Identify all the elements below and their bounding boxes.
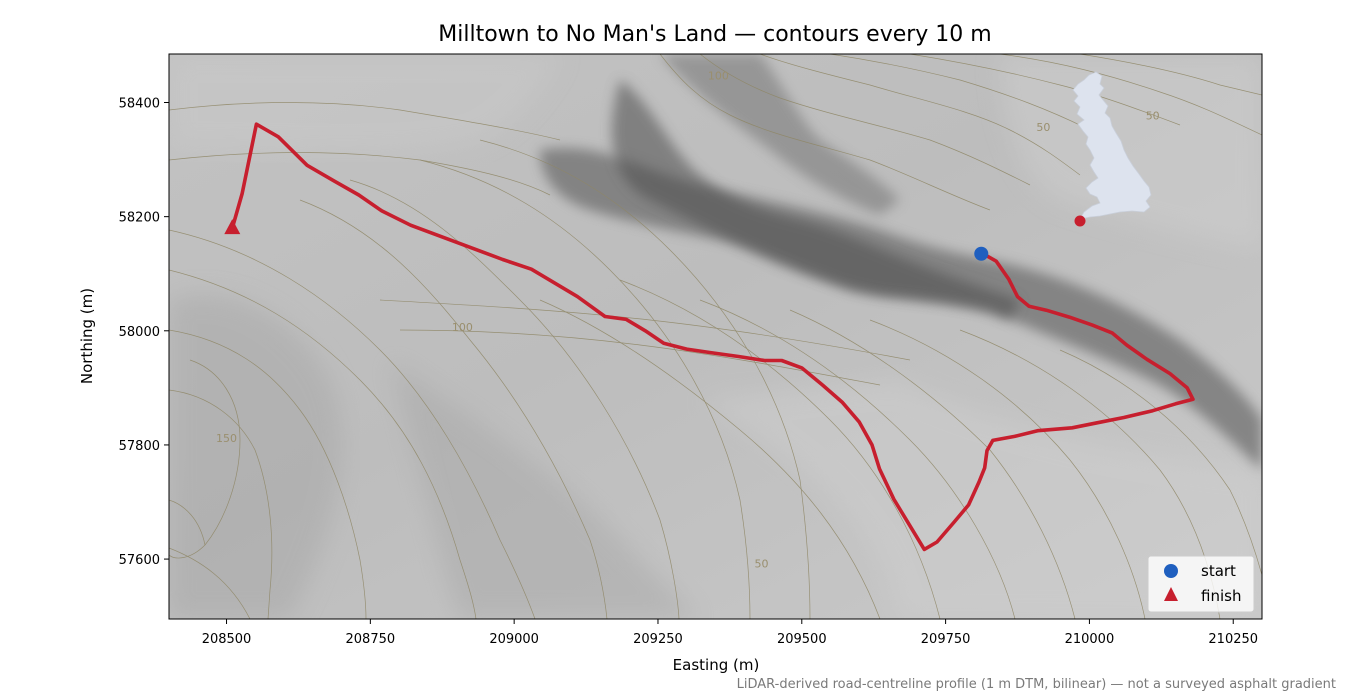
y-tick-label: 58200 bbox=[119, 211, 160, 226]
contour-label: 50 bbox=[1146, 110, 1160, 123]
y-tick-label: 57800 bbox=[119, 439, 160, 454]
x-tick-label: 209250 bbox=[633, 632, 683, 647]
y-axis-ticks: 57600 57800 58000 58200 58400 bbox=[119, 97, 169, 568]
route-markers bbox=[224, 219, 989, 261]
contour-label: 150 bbox=[216, 432, 237, 445]
terrain-shadow-west bbox=[169, 294, 343, 619]
terrain-gorge-core bbox=[611, 80, 1020, 320]
route-line bbox=[230, 122, 1195, 552]
inset-location-marker bbox=[1074, 215, 1086, 227]
x-axis-ticks: 208500 208750 209000 209250 209500 209750 2100… bbox=[202, 619, 1258, 647]
contour-label: 100 bbox=[452, 321, 473, 334]
contour-label: 50 bbox=[755, 558, 769, 571]
terrain-shadow-south bbox=[390, 360, 700, 619]
x-tick-label: 209000 bbox=[489, 632, 539, 647]
start-marker bbox=[974, 246, 989, 261]
y-tick-label: 58000 bbox=[119, 325, 160, 340]
finish-marker bbox=[224, 219, 241, 235]
terrain-light-south bbox=[700, 380, 1262, 619]
axes-frame bbox=[168, 53, 1263, 620]
plot-area: 100 50 50 100 150 50 start finish bbox=[169, 54, 1262, 619]
chart-title: Milltown to No Man's Land — contours eve… bbox=[438, 22, 991, 47]
legend-start-marker bbox=[1164, 564, 1178, 578]
x-tick-label: 208750 bbox=[346, 632, 396, 647]
x-tick-label: 209750 bbox=[921, 632, 971, 647]
legend: start finish bbox=[1147, 555, 1255, 613]
x-tick-label: 210000 bbox=[1065, 632, 1115, 647]
y-tick-label: 58400 bbox=[119, 97, 160, 112]
terrain-northeast-light bbox=[1000, 54, 1262, 250]
footnote: LiDAR-derived road-centreline profile (1… bbox=[737, 677, 1336, 692]
x-tick-label: 210250 bbox=[1208, 632, 1258, 647]
contour-label: 50 bbox=[1036, 121, 1050, 134]
great-britain-shape bbox=[1072, 71, 1152, 220]
y-tick-label: 57600 bbox=[119, 553, 160, 568]
x-tick-label: 208500 bbox=[202, 632, 252, 647]
hillshade-relief bbox=[169, 54, 1262, 619]
contour-label: 100 bbox=[708, 70, 729, 83]
inset-locator-map bbox=[1072, 71, 1152, 227]
contour-lines bbox=[169, 54, 1262, 619]
y-axis-label: Northing (m) bbox=[78, 288, 96, 384]
x-axis-label: Easting (m) bbox=[673, 656, 760, 674]
x-tick-label: 209500 bbox=[777, 632, 827, 647]
legend-finish-label: finish bbox=[1201, 587, 1241, 605]
legend-start-label: start bbox=[1201, 562, 1236, 580]
legend-finish-marker bbox=[1164, 587, 1178, 601]
terrain-lowland-light bbox=[169, 54, 560, 153]
contour-labels: 100 50 50 100 150 50 bbox=[216, 70, 1160, 571]
